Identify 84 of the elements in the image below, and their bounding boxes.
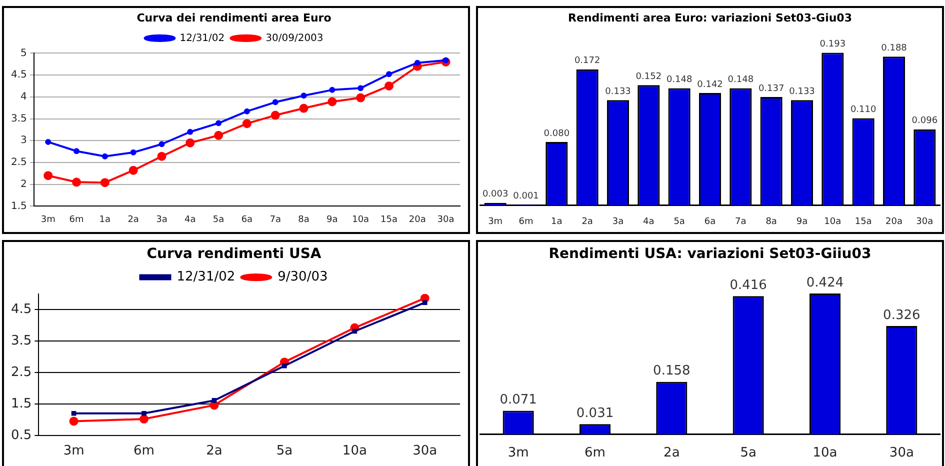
y-tick-label: 5 <box>20 48 27 59</box>
x-tick-label: 6a <box>241 214 253 225</box>
x-tick-label: 3m <box>508 446 529 461</box>
x-tick-label: 10a <box>352 214 370 225</box>
x-tick-label: 9a <box>796 216 808 227</box>
x-tick-label: 15a <box>380 214 398 225</box>
x-tick-label: 30a <box>412 444 438 459</box>
y-tick-label: 0.5 <box>10 428 32 443</box>
x-tick-label: 4a <box>643 216 654 227</box>
x-tick-label: 3m <box>488 216 503 227</box>
x-tick-label: 30a <box>437 214 454 225</box>
data-label: 0.172 <box>574 56 600 66</box>
data-label: 0.148 <box>666 75 692 86</box>
x-tick-label: 2a <box>664 446 680 461</box>
x-tick-label: 20a <box>408 214 426 225</box>
x-tick-label: 5a <box>276 444 293 459</box>
x-tick-label: 7a <box>735 216 746 227</box>
x-tick-label: 6m <box>518 216 534 227</box>
x-tick-label: 7a <box>270 214 281 225</box>
x-tick-label: 20a <box>886 216 902 227</box>
data-label: 0.133 <box>789 86 815 97</box>
legend-label: 30/09/2003 <box>266 32 324 44</box>
x-tick-label: 10a <box>812 446 838 461</box>
x-tick-label: 2a <box>206 444 222 459</box>
x-tick-label: 30a <box>916 216 934 227</box>
data-label: 0.158 <box>653 364 690 379</box>
x-tick-label: 30a <box>889 446 914 461</box>
y-tick-label: 4 <box>20 92 27 103</box>
legend-label: 9/30/03 <box>278 270 328 285</box>
y-tick-label: 4.5 <box>10 70 27 81</box>
y-tick-label: 2 <box>20 178 27 190</box>
data-label: 0.031 <box>576 406 614 421</box>
x-tick-label: 15a <box>854 216 872 227</box>
data-label: 0.071 <box>500 392 537 408</box>
y-tick-label: 1.5 <box>10 200 27 212</box>
x-tick-label: 6a <box>704 216 716 227</box>
x-tick-label: 5a <box>212 214 224 225</box>
x-tick-label: 6m <box>69 214 84 225</box>
data-label: 0.152 <box>636 72 662 82</box>
x-tick-label: 5a <box>674 216 685 227</box>
data-label: 0.424 <box>806 275 844 290</box>
x-tick-label: 1a <box>551 216 562 227</box>
y-tick-label: 1.5 <box>10 396 32 412</box>
y-tick-label: 3.5 <box>10 113 27 124</box>
x-tick-label: 4a <box>184 214 196 225</box>
x-tick-label: 2a <box>582 216 593 227</box>
x-tick-label: 10a <box>342 444 367 459</box>
x-tick-label: 10a <box>824 216 842 227</box>
y-tick-label: 2.5 <box>10 364 32 380</box>
y-tick-label: 3.5 <box>10 333 32 348</box>
x-tick-label: 9a <box>326 214 338 225</box>
x-tick-label: 3a <box>156 214 168 225</box>
x-tick-label: 8a <box>766 216 777 227</box>
x-tick-label: 6m <box>584 446 606 461</box>
legend-label: 12/31/02 <box>180 32 225 44</box>
data-label: 0.080 <box>544 128 570 139</box>
chart-title: Curva dei rendimenti area Euro <box>136 11 332 24</box>
x-tick-label: 3a <box>612 216 624 227</box>
data-label: 0.133 <box>605 86 631 97</box>
data-label: 0.188 <box>881 44 908 54</box>
data-label: 0.326 <box>883 308 920 323</box>
x-tick-label: 2a <box>128 214 139 225</box>
x-tick-label: 3m <box>40 214 56 225</box>
data-label: 0.137 <box>758 84 784 94</box>
x-tick-label: 8a <box>298 214 310 225</box>
y-tick-label: 4.5 <box>10 302 32 317</box>
data-label: 0.003 <box>482 190 508 200</box>
y-tick-label: 2.5 <box>10 157 27 168</box>
legend-label: 12/31/02 <box>176 270 236 285</box>
data-label: 0.193 <box>820 40 846 50</box>
chart-title: Rendimenti USA: variazioni Set03-Giiu03 <box>548 246 872 262</box>
data-label: 0.148 <box>728 75 754 86</box>
data-label: 0.142 <box>697 80 723 90</box>
x-tick-label: 5a <box>740 446 756 461</box>
data-label: 0.001 <box>513 191 539 202</box>
data-label: 0.110 <box>850 105 876 116</box>
x-tick-label: 3m <box>63 444 84 459</box>
chart-title: Curva rendimenti USA <box>146 246 322 262</box>
x-tick-label: 6m <box>134 444 154 459</box>
x-tick-label: 1a <box>99 214 111 225</box>
data-label: 0.416 <box>730 278 767 293</box>
chart-title: Rendimenti area Euro: variazioni Set03-Giu03 <box>568 11 852 24</box>
y-tick-label: 3 <box>20 135 27 146</box>
data-label: 0.096 <box>912 116 938 126</box>
